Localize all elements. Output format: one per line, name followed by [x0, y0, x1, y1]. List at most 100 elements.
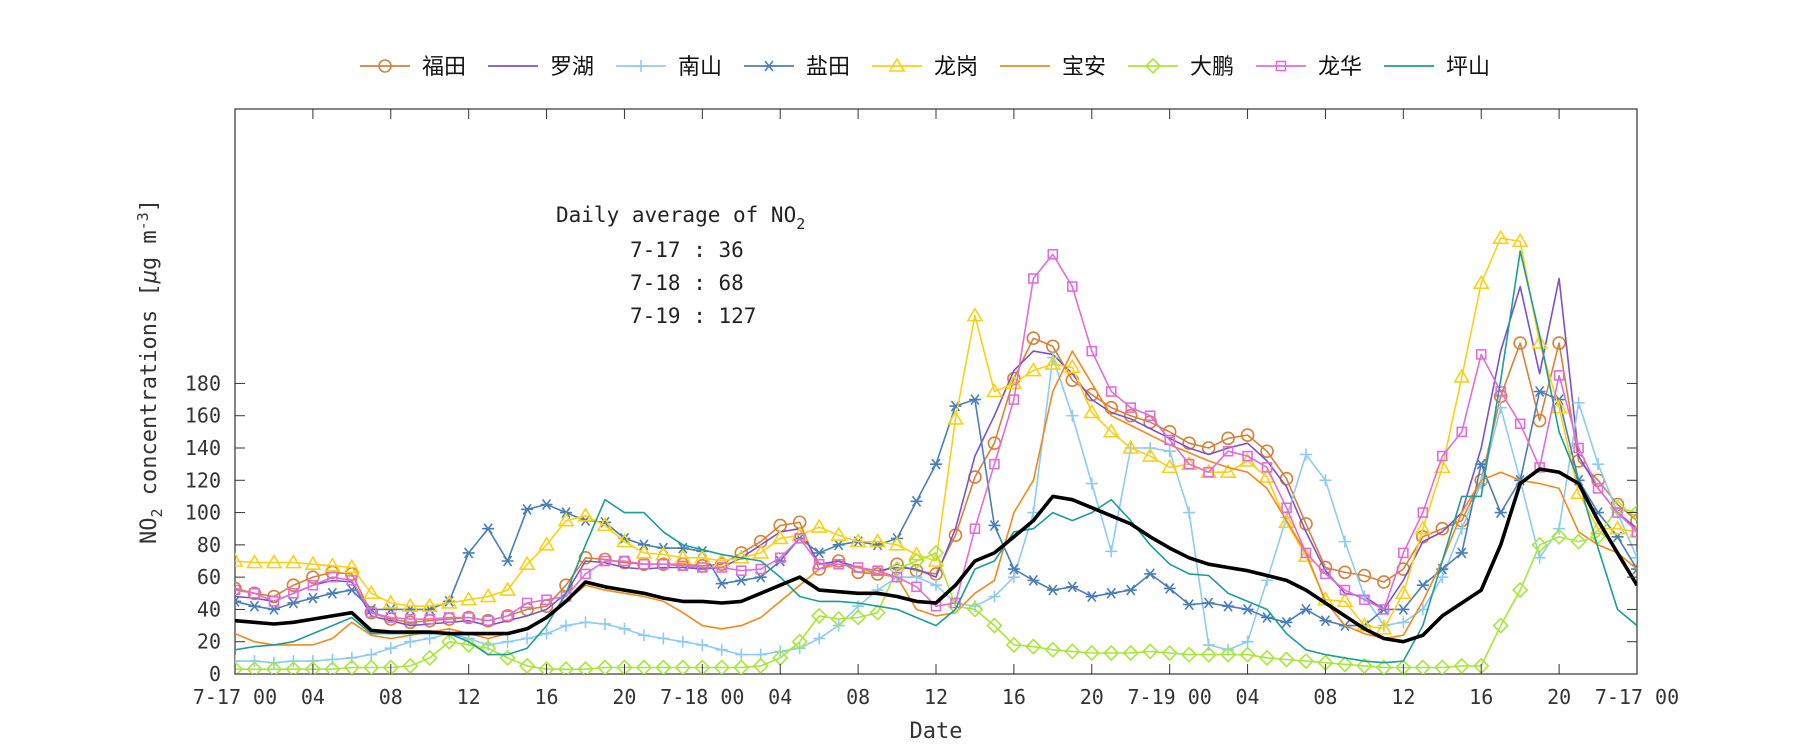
data-point — [849, 533, 867, 548]
data-point — [1142, 643, 1159, 660]
data-point — [869, 604, 886, 621]
y-tick-label: 120 — [185, 468, 221, 492]
data-point — [382, 659, 399, 674]
legend-item: 龙岗 — [872, 55, 978, 80]
data-point — [577, 661, 594, 674]
annotation-title-text: Daily average of NO — [556, 203, 796, 227]
data-point — [323, 557, 341, 572]
data-point — [1612, 507, 1623, 518]
data-point — [1299, 448, 1312, 461]
data-point — [1513, 336, 1527, 350]
data-point — [1319, 615, 1332, 627]
data-point — [810, 518, 828, 533]
data-point — [1044, 641, 1061, 658]
x-tick-label: 20 — [1080, 685, 1104, 709]
data-point — [304, 555, 322, 571]
data-point — [911, 581, 922, 593]
data-point — [1453, 657, 1470, 674]
data-point — [1492, 229, 1510, 244]
data-point — [1375, 620, 1393, 635]
y-tick-label: 80 — [197, 533, 221, 557]
data-point — [307, 579, 319, 591]
data-point — [540, 627, 553, 640]
data-point — [1047, 248, 1059, 260]
data-point — [265, 554, 283, 569]
data-point — [1281, 502, 1292, 514]
data-point — [598, 617, 611, 630]
data-point — [500, 609, 515, 623]
data-point — [930, 579, 942, 592]
data-point — [888, 536, 906, 551]
data-point — [988, 519, 1001, 531]
data-point — [1631, 526, 1637, 538]
data-point — [1202, 597, 1215, 609]
y-tick-label: 180 — [185, 371, 221, 395]
data-point — [1434, 659, 1451, 674]
data-point — [479, 587, 497, 603]
data-point — [1628, 523, 1637, 538]
data-point — [501, 635, 514, 648]
y-tick-label: 60 — [197, 565, 221, 589]
data-point — [1124, 584, 1137, 596]
data-point — [1007, 571, 1020, 584]
data-point — [1398, 547, 1409, 559]
data-point — [404, 613, 416, 625]
data-point — [1161, 458, 1179, 474]
data-point — [499, 649, 516, 666]
data-point — [735, 565, 747, 576]
data-point — [637, 629, 650, 642]
data-point — [849, 609, 867, 626]
data-point — [888, 560, 906, 578]
data-point — [1514, 418, 1526, 430]
data-point — [1436, 571, 1449, 584]
data-point — [1320, 568, 1331, 580]
data-point — [1472, 274, 1490, 290]
y-title-mu: μ — [137, 270, 162, 284]
legend-label: 南山 — [678, 55, 722, 80]
y-title-sub: 2 — [148, 508, 166, 517]
data-point — [1144, 410, 1156, 422]
data-point — [1416, 579, 1429, 591]
data-point — [1338, 565, 1352, 580]
data-point — [249, 587, 260, 599]
data-point — [715, 578, 728, 590]
legend-marker — [378, 59, 392, 73]
data-point — [1631, 551, 1637, 564]
data-point — [268, 596, 280, 607]
data-point — [365, 648, 378, 661]
data-point — [482, 615, 494, 627]
legend-marker — [635, 60, 647, 72]
data-point — [1241, 603, 1254, 615]
data-point — [1239, 646, 1256, 663]
y-title-sup: -3 — [134, 212, 152, 230]
data-point — [1297, 652, 1315, 670]
data-point — [1300, 547, 1312, 559]
data-point — [1356, 657, 1373, 674]
data-point — [811, 607, 828, 625]
data-point — [598, 516, 611, 528]
data-point — [616, 659, 633, 674]
data-point — [1339, 584, 1351, 596]
data-point — [1553, 370, 1565, 381]
legend-marker — [1144, 57, 1162, 75]
data-point — [1105, 386, 1117, 397]
data-point — [1550, 399, 1568, 414]
data-point — [1221, 431, 1235, 446]
data-point — [1531, 334, 1549, 349]
data-point — [1222, 445, 1234, 457]
data-point — [557, 661, 575, 674]
data-point — [423, 632, 436, 645]
data-point — [1182, 436, 1196, 450]
data-point — [424, 613, 436, 625]
data-point — [384, 642, 397, 655]
data-point — [1261, 462, 1273, 473]
y-tick-label: 100 — [185, 501, 221, 525]
data-point — [696, 638, 709, 651]
data-point — [1336, 656, 1354, 673]
data-point — [1066, 581, 1079, 593]
data-point — [950, 597, 961, 609]
data-point — [791, 633, 808, 650]
data-point — [1200, 646, 1217, 663]
data-point — [1359, 594, 1370, 606]
data-point — [287, 597, 300, 609]
